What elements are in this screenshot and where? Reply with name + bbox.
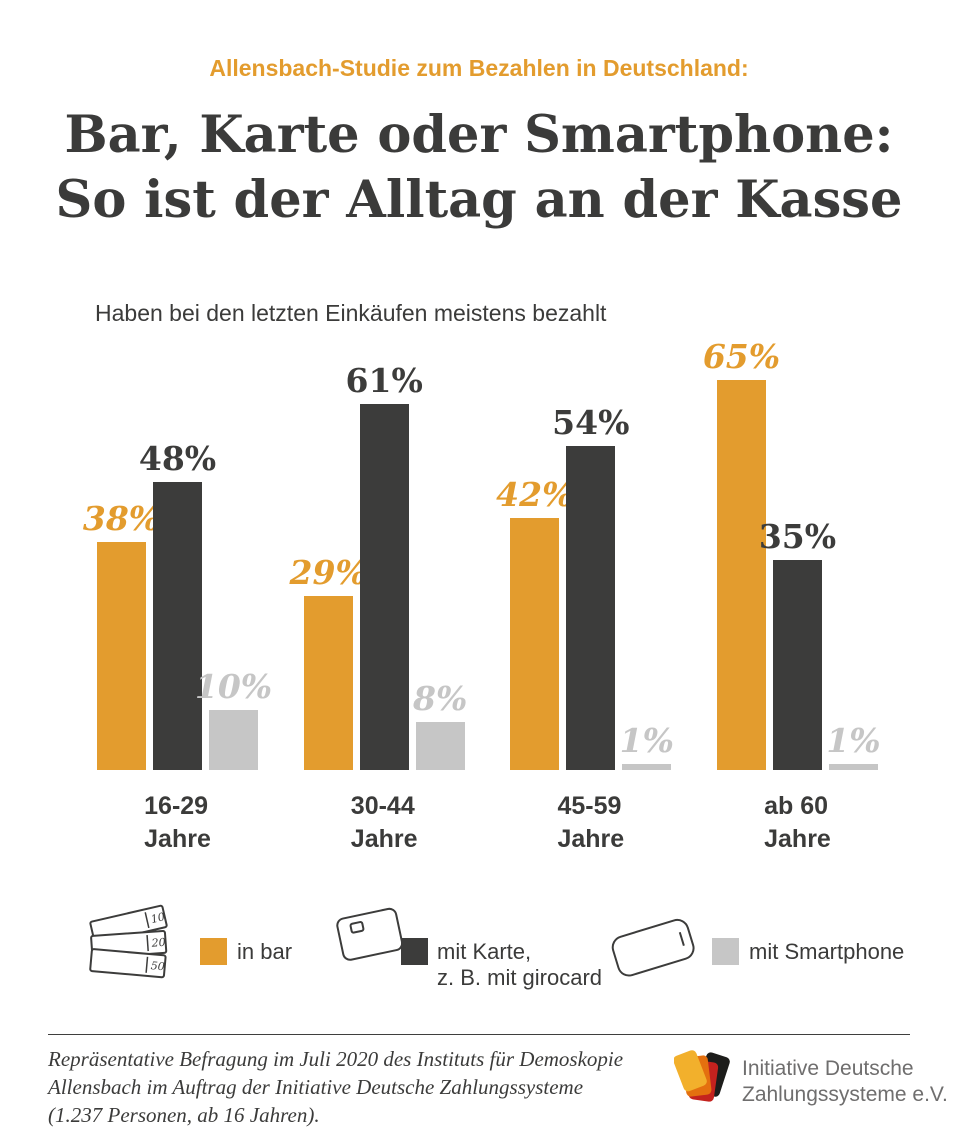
- bar-cell: 8%: [413, 679, 468, 770]
- bar-cell: 42%: [496, 478, 573, 770]
- logo-card-gold: [673, 1050, 707, 1092]
- bar-smartphone: [209, 710, 258, 770]
- value-label-cash: 29%: [289, 553, 367, 592]
- value-label-card: 48%: [138, 439, 217, 478]
- bar-cell: 54%: [552, 406, 629, 770]
- page-title: Bar, Karte oder Smartphone: So ist der A…: [0, 103, 958, 233]
- study-kicker: Allensbach-Studie zum Bezahlen in Deutsc…: [209, 55, 749, 81]
- bar-card: [359, 404, 409, 770]
- category-range: ab 60: [764, 792, 829, 820]
- bank-card-icon: [322, 898, 407, 988]
- card-swatch: [401, 938, 428, 965]
- value-label-cash: 42%: [496, 475, 574, 514]
- value-label-card: 61%: [345, 361, 423, 400]
- category-unit: Jahre: [764, 824, 831, 853]
- category-unit: Jahre: [350, 824, 418, 853]
- bar-group-ab-60: 65% 35% 1% ab 60 Jahre: [703, 336, 881, 855]
- bar-cash: [716, 380, 766, 770]
- banknote-value-50: 50: [150, 959, 165, 973]
- brand-logo-icon: [673, 1044, 736, 1115]
- banknotes-icon: 10 20 50: [82, 902, 187, 987]
- bar-cell: 35%: [759, 520, 836, 770]
- legend: 10 20 50 in bar: [0, 898, 958, 1013]
- brand-name: Initiative Deutsche Zahlungssysteme e.V.: [742, 1056, 948, 1109]
- title-line-2: So ist der Alltag an der Kasse: [55, 169, 903, 230]
- brand-name-line2: Zahlungssysteme e.V.: [742, 1083, 948, 1107]
- source-line-2: Allensbach im Auftrag der Initiative Deu…: [48, 1074, 584, 1099]
- bar-smartphone: [828, 764, 878, 770]
- category-range: 16-29: [144, 792, 209, 820]
- source-line-1: Repräsentative Befragung im Juli 2020 de…: [48, 1047, 624, 1071]
- category-label: ab 60 Jahre: [764, 790, 831, 855]
- bar-cell: 1%: [619, 721, 674, 770]
- bars: 42% 54% 1%: [496, 336, 674, 770]
- bar-cell: 65%: [703, 340, 780, 770]
- bar-smartphone: [415, 722, 465, 770]
- source-line-3: (1.237 Personen, ab 16 Jahren).: [48, 1102, 320, 1127]
- brand-name-line1: Initiative Deutsche: [742, 1057, 914, 1080]
- legend-label-cash: in bar: [237, 939, 293, 964]
- bar-cell: 61%: [346, 364, 423, 770]
- banknote-value-10: 10: [150, 910, 167, 926]
- banknote-value-20: 20: [150, 936, 166, 950]
- bar-cell: 29%: [290, 556, 367, 770]
- source-note: Repräsentative Befragung im Juli 2020 de…: [48, 1046, 623, 1130]
- chart-subtitle: Haben bei den letzten Einkäufen meistens…: [95, 300, 607, 326]
- category-label: 45-59 Jahre: [557, 790, 624, 855]
- bar-cash: [510, 518, 560, 770]
- title-line-1: Bar, Karte oder Smartphone:: [64, 105, 894, 165]
- bar-cell: 38%: [83, 502, 160, 770]
- smartphone-swatch: [712, 938, 739, 965]
- category-unit: Jahre: [144, 824, 211, 853]
- category-range: 45-59: [557, 792, 622, 820]
- value-label-smartphone: 10%: [194, 667, 273, 706]
- value-label-card: 35%: [758, 517, 837, 556]
- legend-label-card-line1: mit Karte,: [437, 939, 532, 964]
- bars: 29% 61% 8%: [290, 336, 468, 770]
- category-unit: Jahre: [557, 824, 625, 853]
- smartphone-icon: [600, 904, 700, 989]
- footer-divider: [48, 1034, 910, 1035]
- value-label-cash: 65%: [702, 337, 781, 376]
- category-label: 16-29 Jahre: [144, 790, 211, 855]
- bar-group-30-44: 29% 61% 8% 30-44 Jahre: [290, 336, 468, 855]
- bar-card: [153, 482, 202, 770]
- value-label-cash: 38%: [82, 499, 161, 538]
- bar-group-45-59: 42% 54% 1% 45-59 Jahre: [496, 336, 674, 855]
- legend-label-smartphone: mit Smartphone: [749, 939, 905, 964]
- value-label-smartphone: 1%: [826, 721, 881, 760]
- value-label-smartphone: 1%: [619, 721, 674, 760]
- bar-card: [566, 446, 616, 770]
- bar-card: [772, 560, 822, 770]
- legend-label-card-line2: z. B. mit girocard: [437, 965, 603, 990]
- bar-cell: 10%: [195, 670, 272, 770]
- bar-cell: 1%: [826, 721, 881, 770]
- bar-cash: [303, 596, 353, 770]
- bars: 65% 35% 1%: [703, 336, 881, 770]
- category-range: 30-44: [350, 792, 415, 820]
- bar-chart: 38% 48% 10% 16-29 Jahre: [83, 336, 881, 855]
- bars: 38% 48% 10%: [83, 336, 272, 770]
- cash-swatch: [200, 938, 227, 965]
- bar-cash: [97, 542, 146, 770]
- value-label-card: 54%: [552, 403, 630, 442]
- value-label-smartphone: 8%: [413, 679, 468, 718]
- category-label: 30-44 Jahre: [351, 790, 418, 855]
- legend-label-card: mit Karte, z. B. mit girocard: [437, 939, 602, 991]
- bar-group-16-29: 38% 48% 10% 16-29 Jahre: [83, 336, 272, 855]
- bar-smartphone: [622, 764, 672, 770]
- bar-cell: 48%: [139, 442, 216, 770]
